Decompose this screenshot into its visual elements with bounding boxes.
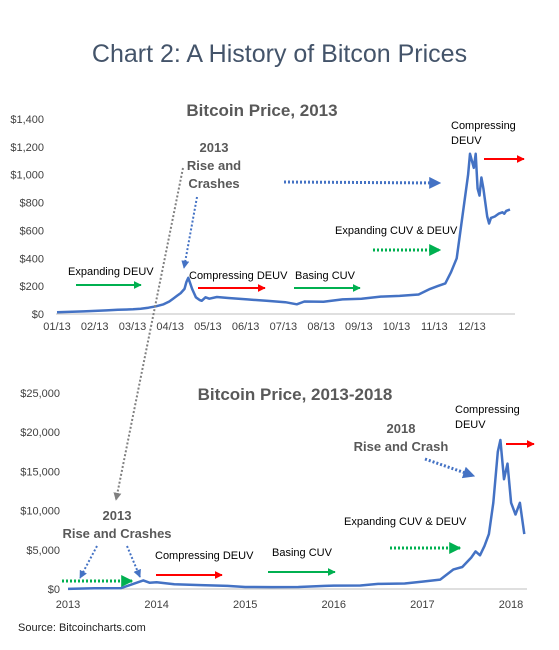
chart1-basing-cuv-label: Basing CUV <box>295 270 356 282</box>
c1-y-tick-label: $0 <box>32 309 44 321</box>
c2-y-tick-label: $0 <box>48 584 60 596</box>
c1-x-tick-label: 06/13 <box>232 321 260 333</box>
c2-x-tick-label: 2015 <box>233 599 257 611</box>
c1-x-tick-label: 07/13 <box>270 321 298 333</box>
chart1-y-tick-labels: $0 $200 $400 $600 $800 $1,000 $1,200 $1,400 <box>10 114 44 321</box>
c1-y-tick-label: $1,000 <box>10 170 44 182</box>
c1-x-tick-label: 08/13 <box>307 321 335 333</box>
c1-x-tick-label: 09/13 <box>345 321 373 333</box>
chart2-compressing-deuv-label: Compressing DEUV <box>155 550 254 562</box>
c1-x-tick-label: 12/13 <box>458 321 486 333</box>
chart2-y-tick-labels: $0 $5,000 $10,000 $15,000 $20,000 $25,000 <box>20 388 60 596</box>
c1-x-tick-label: 03/13 <box>119 321 147 333</box>
c1-y-tick-label: $200 <box>20 281 44 293</box>
c2-x-tick-label: 2014 <box>144 599 168 611</box>
chart1-rise-arrow <box>181 196 198 269</box>
chart1-title: Bitcoin Price, 2013 <box>186 101 337 120</box>
chart1-x-tick-labels: 01/13 02/13 03/13 04/13 05/13 06/13 07/13 08/13… <box>43 321 486 333</box>
c2-x-tick-label: 2013 <box>56 599 80 611</box>
c2-y-tick-label: $20,000 <box>20 427 60 439</box>
chart2-rise-2013-arrow-right <box>126 545 141 578</box>
c1-y-tick-label: $800 <box>20 198 44 210</box>
chart2-x-tick-labels: 2013 2014 2015 2016 2017 2018 <box>56 599 523 611</box>
chart1-rise-label-2: Rise and <box>187 158 241 173</box>
chart2-rise-2013-label-1: 2013 <box>103 508 132 523</box>
c2-x-tick-label: 2016 <box>322 599 346 611</box>
c1-y-tick-label: $400 <box>20 253 44 265</box>
c2-y-tick-label: $5,000 <box>26 545 60 557</box>
c1-x-tick-label: 10/13 <box>383 321 411 333</box>
c2-x-tick-label: 2017 <box>410 599 434 611</box>
connector-dotted-arrow <box>113 167 184 501</box>
chart2-rise-2018-arrow <box>424 457 476 479</box>
chart2-basing-cuv-label: Basing CUV <box>272 547 333 559</box>
c1-x-tick-label: 02/13 <box>81 321 109 333</box>
chart2-rise-2018-label-1: 2018 <box>387 421 416 436</box>
chart2-compressing-top-label-1: Compressing <box>455 404 520 416</box>
chart2-expanding-cuv-deuv-label: Expanding CUV & DEUV <box>344 516 467 528</box>
c2-y-tick-label: $25,000 <box>20 388 60 400</box>
chart1-compressing-top-label-2: DEUV <box>451 135 482 147</box>
c1-y-tick-label: $1,200 <box>10 142 44 154</box>
c2-y-tick-label: $15,000 <box>20 466 60 478</box>
chart2-title: Bitcoin Price, 2013-2018 <box>198 385 393 404</box>
c1-x-tick-label: 04/13 <box>156 321 184 333</box>
chart1-compressing-deuv-label: Compressing DEUV <box>189 270 288 282</box>
chart1-expanding-deuv-label: Expanding DEUV <box>68 266 154 278</box>
chart2-rise-2013-arrow-left <box>79 545 98 579</box>
c1-x-tick-label: 01/13 <box>43 321 71 333</box>
c1-x-tick-label: 11/13 <box>421 321 448 333</box>
source-note: Source: Bitcoincharts.com <box>18 622 146 634</box>
chart2-rise-2013-label-2: Rise and Crashes <box>62 526 171 541</box>
chart2-compressing-top-label-2: DEUV <box>455 419 486 431</box>
chart2-price-line <box>67 438 526 591</box>
chart2-rise-2018-label-2: Rise and Crash <box>354 439 449 454</box>
c2-y-tick-label: $10,000 <box>20 506 60 518</box>
c1-x-tick-label: 05/13 <box>194 321 222 333</box>
main-title: Chart 2: A History of Bitcon Prices <box>91 40 468 68</box>
c1-y-tick-label: $1,400 <box>10 114 44 126</box>
chart1-blue-dotted-arrow <box>283 176 442 189</box>
chart1-price-line <box>56 152 511 314</box>
chart1-rise-label-1: 2013 <box>200 140 229 155</box>
chart1-expanding-cuv-deuv-label: Expanding CUV & DEUV <box>335 225 458 237</box>
chart1-compressing-top-label-1: Compressing <box>451 120 516 132</box>
c1-y-tick-label: $600 <box>20 225 44 237</box>
c2-x-tick-label: 2018 <box>499 599 523 611</box>
chart1-rise-label-3: Crashes <box>188 176 239 191</box>
